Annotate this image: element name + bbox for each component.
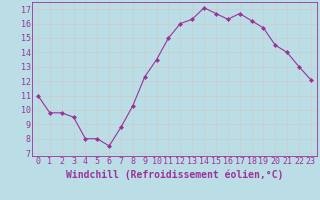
X-axis label: Windchill (Refroidissement éolien,°C): Windchill (Refroidissement éolien,°C) — [66, 169, 283, 180]
